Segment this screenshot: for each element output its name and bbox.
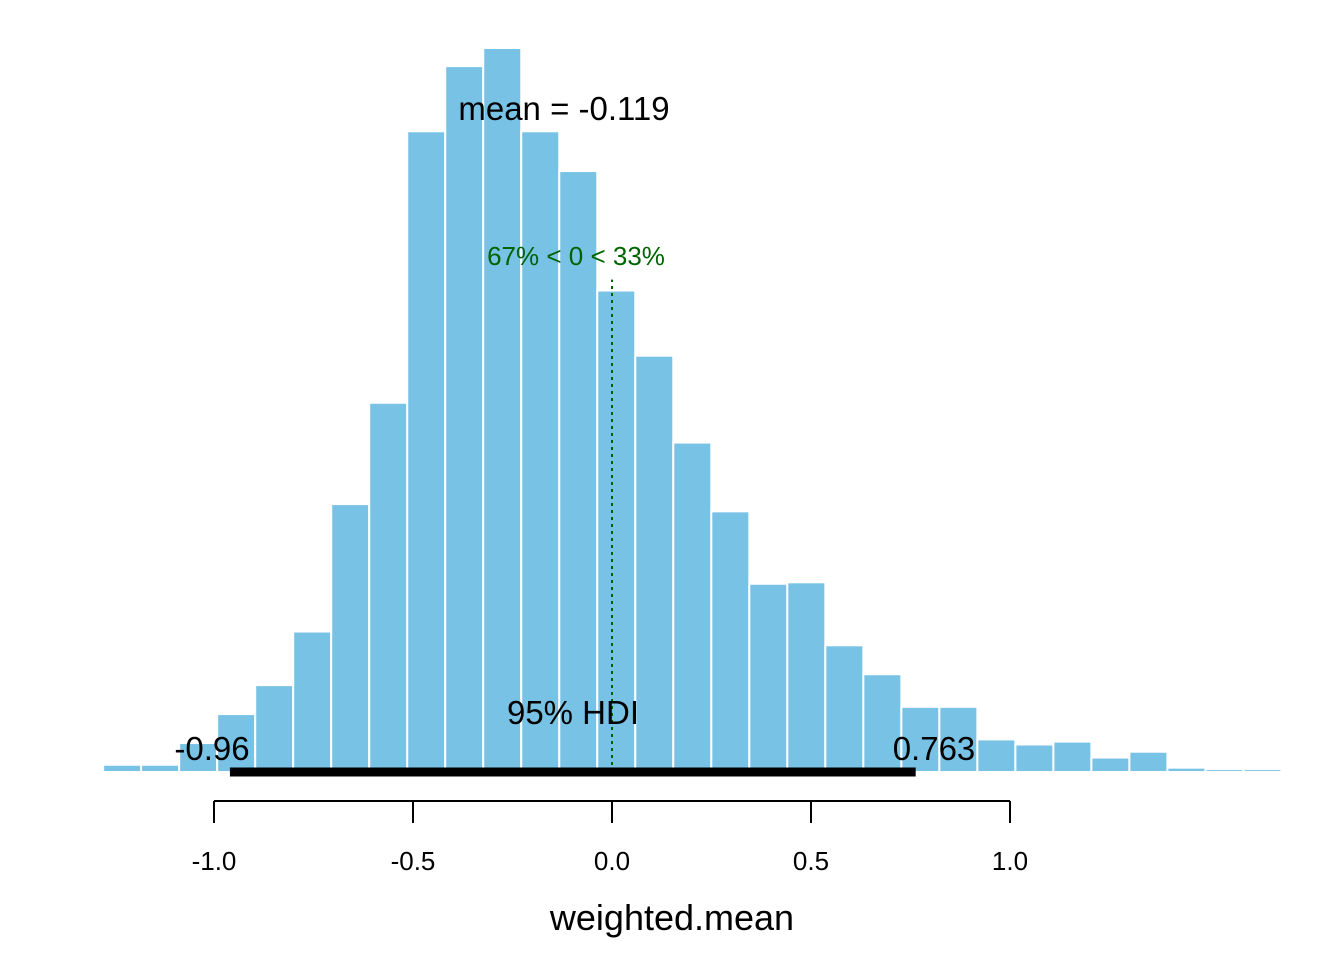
histogram-bar-22 <box>900 705 941 774</box>
histogram-bar-1 <box>102 763 143 774</box>
histogram-bar-25 <box>1014 743 1055 773</box>
histogram-bar-8 <box>368 401 409 773</box>
histogram-bar-19 <box>786 581 827 774</box>
histogram-bar-23 <box>938 705 979 774</box>
histogram-bar-6 <box>292 630 333 773</box>
histogram-bar-11 <box>482 47 523 773</box>
x-tick-label-0: -1.0 <box>192 846 237 876</box>
hdi-low-label: -0.96 <box>174 730 249 767</box>
x-tick-label-4: 1.0 <box>992 846 1028 876</box>
histogram-bar-12 <box>520 130 561 773</box>
x-axis-title: weighted.mean <box>549 897 794 938</box>
histogram-bar-9 <box>406 130 447 773</box>
histogram-bar-24 <box>976 738 1017 773</box>
histogram-bar-29 <box>1166 766 1207 774</box>
histogram-bar-30 <box>1204 768 1245 774</box>
hdi-label: 95% HDI <box>507 694 639 731</box>
histogram-bars <box>64 47 1321 774</box>
histogram-bar-18 <box>748 582 789 774</box>
histogram-bar-26 <box>1052 740 1093 773</box>
histogram-bar-10 <box>444 65 485 774</box>
histogram-bar-28 <box>1128 750 1169 774</box>
histogram-bar-7 <box>330 503 371 773</box>
hdi-high-label: 0.763 <box>893 730 976 767</box>
histogram-bar-32 <box>1280 769 1321 774</box>
histogram-bar-5 <box>254 684 295 773</box>
x-tick-label-3: 0.5 <box>793 846 829 876</box>
histogram-bar-31 <box>1242 768 1283 774</box>
x-axis-ticks: -1.0 -0.5 0.0 0.5 1.0 <box>192 801 1028 876</box>
x-tick-label-1: -0.5 <box>391 846 436 876</box>
histogram-bar-16 <box>672 441 713 773</box>
histogram-bar-15 <box>634 354 675 773</box>
histogram-bar-20 <box>824 644 865 773</box>
x-tick-label-2: 0.0 <box>594 846 630 876</box>
histogram-bar-27 <box>1090 756 1131 774</box>
histogram-bar-17 <box>710 510 751 773</box>
x-axis: -1.0 -0.5 0.0 0.5 1.0 <box>192 800 1028 876</box>
mean-label: mean = -0.119 <box>458 90 669 127</box>
histogram-bar-0 <box>64 769 105 774</box>
comparison-label: 67% < 0 < 33% <box>487 241 665 271</box>
